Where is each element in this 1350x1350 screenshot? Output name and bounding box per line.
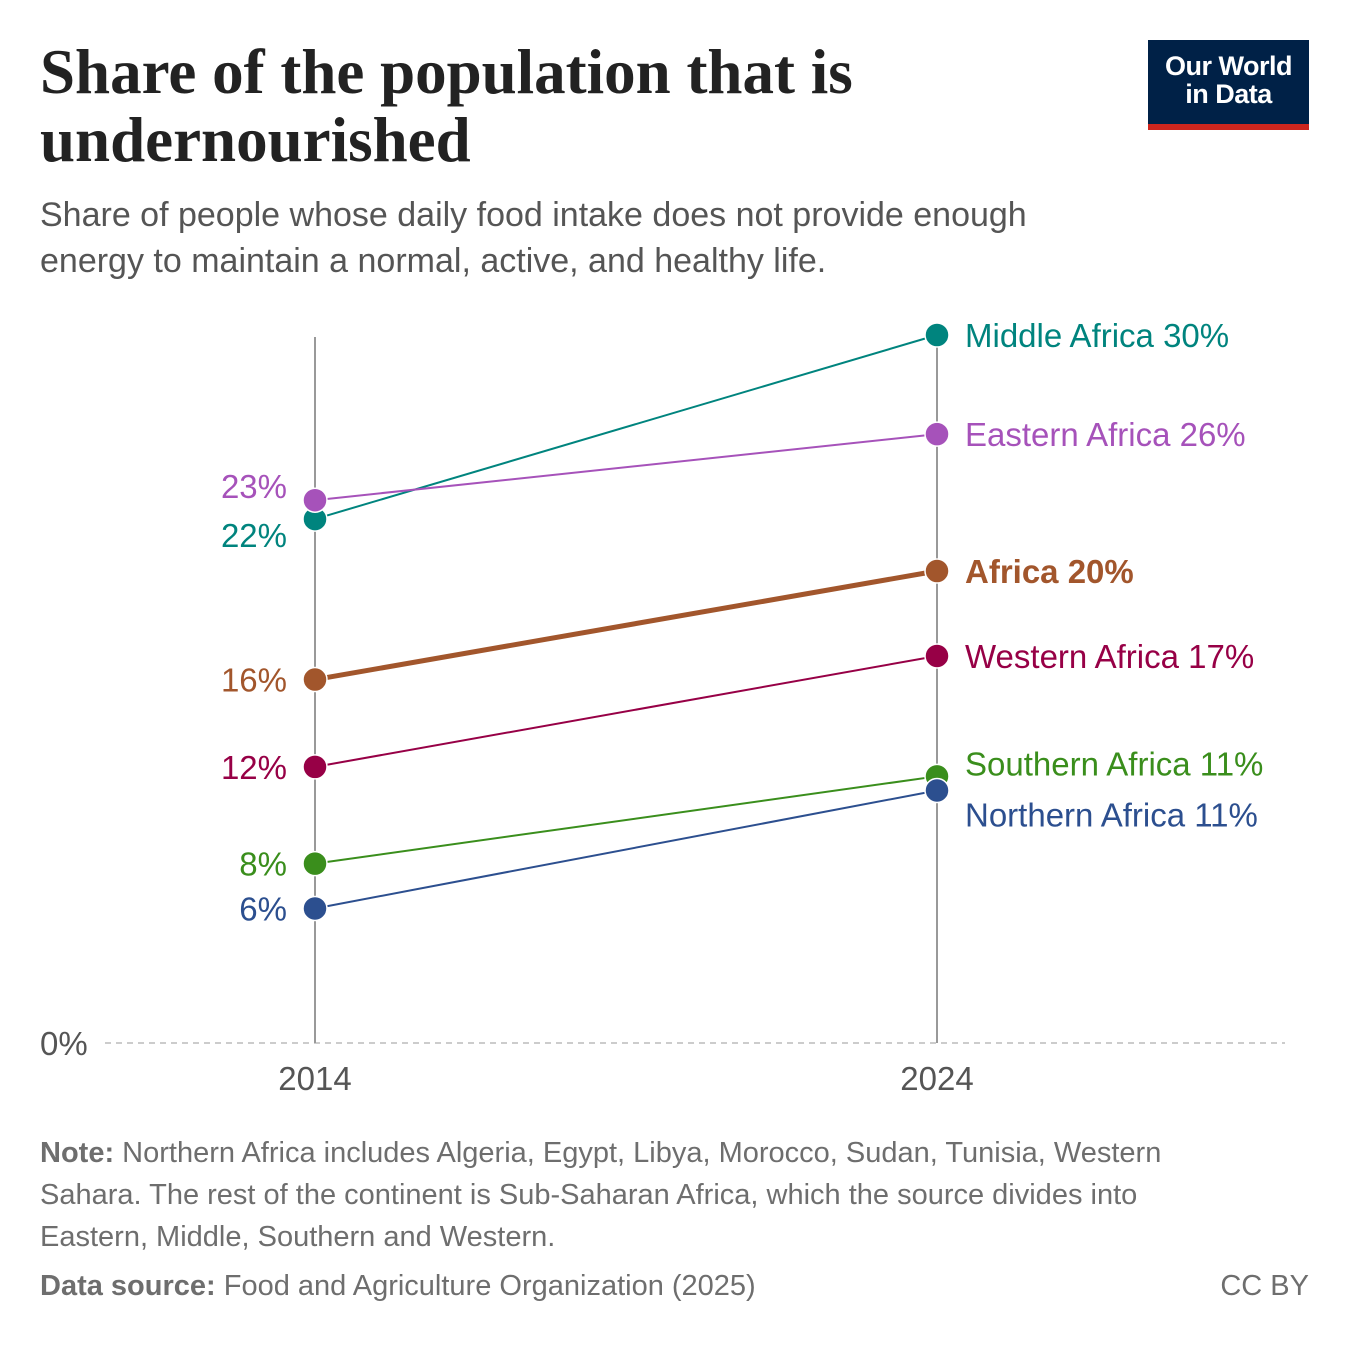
data-point bbox=[924, 558, 950, 584]
chart-subtitle: Share of people whose daily food intake … bbox=[40, 196, 1027, 280]
series-line bbox=[314, 568, 938, 683]
source-label: Data source: bbox=[40, 1270, 216, 1302]
series-end-label: Africa 20% bbox=[965, 553, 1134, 590]
series-end-label: Middle Africa 30% bbox=[965, 317, 1229, 354]
start-value-label: 12% bbox=[221, 749, 287, 786]
start-value-label: 22% bbox=[221, 517, 287, 554]
note-label: Note: bbox=[40, 1137, 115, 1169]
chart-note: Note: Northern Africa includes Algeria, … bbox=[40, 1132, 1240, 1258]
series-line bbox=[314, 789, 938, 910]
chart-title: Share of the population that is undernou… bbox=[40, 37, 853, 175]
note-text: Northern Africa includes Algeria, Egypt,… bbox=[40, 1137, 1162, 1253]
series-end-label: Northern Africa 11% bbox=[965, 796, 1258, 833]
data-point bbox=[302, 487, 328, 513]
start-value-label: 16% bbox=[221, 662, 287, 699]
data-point bbox=[302, 754, 328, 780]
data-point bbox=[924, 322, 950, 348]
start-value-label: 23% bbox=[221, 468, 287, 505]
series-line bbox=[314, 433, 938, 502]
data-point bbox=[924, 643, 950, 669]
data-point bbox=[924, 421, 950, 447]
data-source: Data source: Food and Agriculture Organi… bbox=[40, 1270, 756, 1303]
y-tick-label: 0% bbox=[40, 1025, 88, 1062]
series-line bbox=[314, 654, 938, 768]
data-point bbox=[302, 895, 328, 922]
series-line bbox=[314, 334, 938, 521]
data-point bbox=[302, 666, 328, 693]
data-point bbox=[302, 850, 328, 877]
start-value-label: 6% bbox=[239, 890, 287, 927]
owid-logo[interactable]: Our World in Data bbox=[1148, 40, 1309, 130]
start-value-label: 8% bbox=[239, 846, 287, 883]
series-end-label: Eastern Africa 26% bbox=[965, 416, 1246, 453]
source-text: Food and Agriculture Organization (2025) bbox=[215, 1270, 756, 1302]
series-end-label: Western Africa 17% bbox=[965, 638, 1254, 675]
data-point bbox=[924, 777, 950, 804]
series-end-label: Southern Africa 11% bbox=[965, 745, 1263, 782]
x-tick-label: 2024 bbox=[900, 1060, 973, 1097]
series-line bbox=[314, 775, 938, 865]
license[interactable]: CC BY bbox=[1220, 1270, 1309, 1302]
x-tick-label: 2014 bbox=[278, 1060, 351, 1097]
